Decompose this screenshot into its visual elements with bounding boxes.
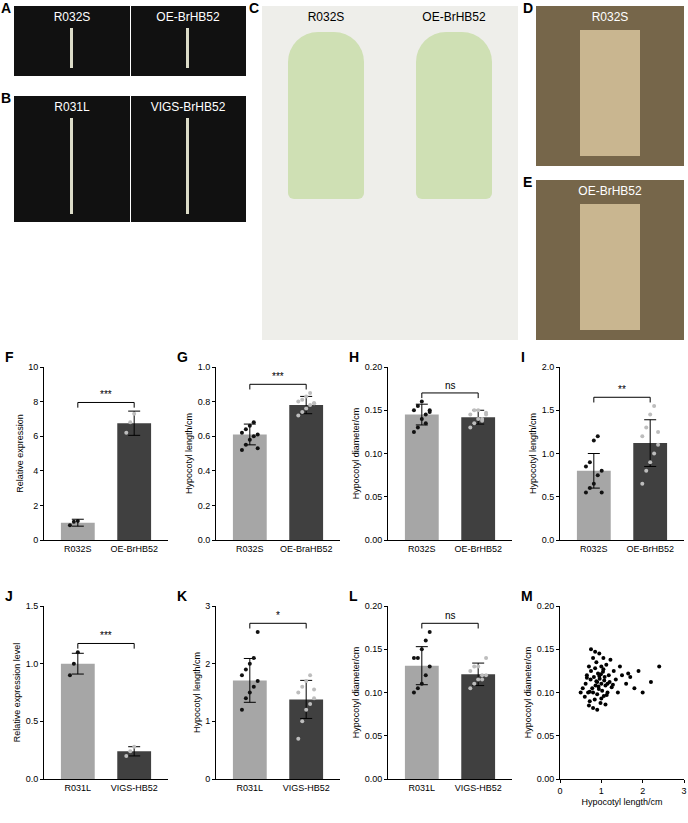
svg-text:6: 6 [33, 431, 38, 441]
html-text:C: C [249, 0, 260, 16]
svg-text:0.00: 0.00 [365, 774, 383, 784]
svg-text:8: 8 [33, 397, 38, 407]
svg-text:R031L: R031L [237, 783, 264, 793]
svg-text:0.05: 0.05 [537, 731, 555, 741]
svg-text:R032S: R032S [64, 544, 92, 554]
svg-text:**: ** [618, 384, 626, 395]
svg-text:0.4: 0.4 [198, 466, 211, 476]
svg-text:VIGS-HB52: VIGS-HB52 [111, 783, 158, 793]
svg-text:R031L: R031L [409, 783, 436, 793]
html-text:E: E [523, 174, 533, 190]
svg-text:Hypocotyl diameter/cm: Hypocotyl diameter/cm [351, 408, 361, 500]
svg-text:R032S: R032S [408, 544, 436, 554]
svg-text:1.5: 1.5 [542, 405, 555, 415]
svg-text:0.5: 0.5 [542, 492, 555, 502]
svg-text:0.5: 0.5 [26, 716, 39, 726]
svg-text:Hypocotyl diameter/cm: Hypocotyl diameter/cm [351, 647, 361, 739]
svg-text:3: 3 [681, 786, 686, 796]
svg-text:2: 2 [205, 659, 210, 669]
html-text:R032S: R032S [53, 10, 91, 24]
html-text:R031L: R031L [54, 100, 90, 114]
svg-text:Relative expression level: Relative expression level [12, 643, 22, 743]
svg-text:2: 2 [640, 786, 645, 796]
svg-text:1.5: 1.5 [26, 601, 39, 611]
svg-text:F: F [5, 349, 14, 365]
svg-text:2.0: 2.0 [542, 362, 555, 372]
svg-text:1.0: 1.0 [26, 659, 39, 669]
svg-text:1.0: 1.0 [542, 449, 555, 459]
svg-text:K: K [177, 588, 187, 604]
svg-text:0.10: 0.10 [365, 688, 383, 698]
svg-text:0: 0 [33, 535, 38, 545]
svg-text:ns: ns [445, 380, 456, 391]
html-text:R032S: R032S [307, 10, 345, 24]
svg-text:3: 3 [205, 601, 210, 611]
svg-text:0.10: 0.10 [365, 449, 383, 459]
svg-text:Relative expression: Relative expression [15, 414, 25, 493]
svg-text:L: L [349, 588, 358, 604]
html-text:B: B [1, 90, 12, 106]
svg-text:***: *** [272, 371, 284, 382]
svg-text:1: 1 [205, 716, 210, 726]
svg-text:0: 0 [557, 786, 562, 796]
svg-text:0.15: 0.15 [365, 405, 383, 415]
svg-text:0.00: 0.00 [537, 774, 555, 784]
html-text:R032S: R032S [591, 10, 629, 24]
svg-text:I: I [521, 349, 525, 365]
svg-text:0.20: 0.20 [537, 601, 555, 611]
svg-text:Hypocotyl length/cm: Hypocotyl length/cm [184, 413, 194, 494]
svg-text:VIGS-HB52: VIGS-HB52 [455, 783, 502, 793]
svg-text:0.10: 0.10 [537, 688, 555, 698]
svg-text:10: 10 [28, 362, 38, 372]
html-text:OE-BrHB52: OE-BrHB52 [156, 10, 220, 24]
svg-text:2: 2 [33, 501, 38, 511]
svg-text:G: G [177, 349, 188, 365]
svg-text:M: M [521, 588, 533, 604]
svg-text:ns: ns [445, 610, 456, 621]
svg-text:0.0: 0.0 [542, 535, 555, 545]
svg-text:Hypocotyl length/cm: Hypocotyl length/cm [581, 797, 662, 807]
svg-text:0.0: 0.0 [198, 535, 211, 545]
svg-text:OE-BrHB52: OE-BrHB52 [454, 544, 502, 554]
svg-text:***: *** [100, 389, 112, 400]
svg-text:Hypocotyl length/cm: Hypocotyl length/cm [528, 413, 538, 494]
svg-text:0: 0 [205, 774, 210, 784]
html-text:OE-BrHB52: OE-BrHB52 [578, 184, 642, 198]
svg-text:1.0: 1.0 [198, 362, 211, 372]
html-text:A: A [1, 0, 12, 16]
html-text:OE-BrHB52: OE-BrHB52 [422, 10, 486, 24]
svg-text:R032S: R032S [580, 544, 608, 554]
svg-text:4: 4 [33, 466, 38, 476]
svg-text:0.05: 0.05 [365, 492, 383, 502]
svg-text:0.0: 0.0 [26, 774, 39, 784]
svg-text:*: * [276, 610, 280, 621]
html-text:VIGS-BrHB52: VIGS-BrHB52 [150, 100, 226, 114]
svg-text:***: *** [100, 630, 112, 641]
svg-text:0.00: 0.00 [365, 535, 383, 545]
svg-text:R031L: R031L [65, 783, 92, 793]
svg-text:0.20: 0.20 [365, 362, 383, 372]
svg-text:0.6: 0.6 [198, 431, 211, 441]
svg-text:H: H [349, 349, 359, 365]
svg-text:1: 1 [599, 786, 604, 796]
svg-text:0.05: 0.05 [365, 731, 383, 741]
svg-text:0.8: 0.8 [198, 397, 211, 407]
svg-text:OE-BraHB52: OE-BraHB52 [280, 544, 333, 554]
svg-text:R032S: R032S [236, 544, 264, 554]
html-text:D: D [523, 0, 534, 16]
svg-text:VIGS-HB52: VIGS-HB52 [283, 783, 330, 793]
svg-text:0.2: 0.2 [198, 501, 211, 511]
svg-text:Hypocotyl diameter/cm: Hypocotyl diameter/cm [523, 647, 533, 739]
svg-text:Hypocotyl length/cm: Hypocotyl length/cm [192, 652, 202, 733]
svg-text:OE-BrHB52: OE-BrHB52 [626, 544, 674, 554]
svg-text:0.15: 0.15 [537, 644, 555, 654]
svg-text:OE-BrHB52: OE-BrHB52 [110, 544, 158, 554]
svg-text:0.20: 0.20 [365, 601, 383, 611]
svg-text:0.15: 0.15 [365, 644, 383, 654]
svg-text:J: J [5, 588, 13, 604]
